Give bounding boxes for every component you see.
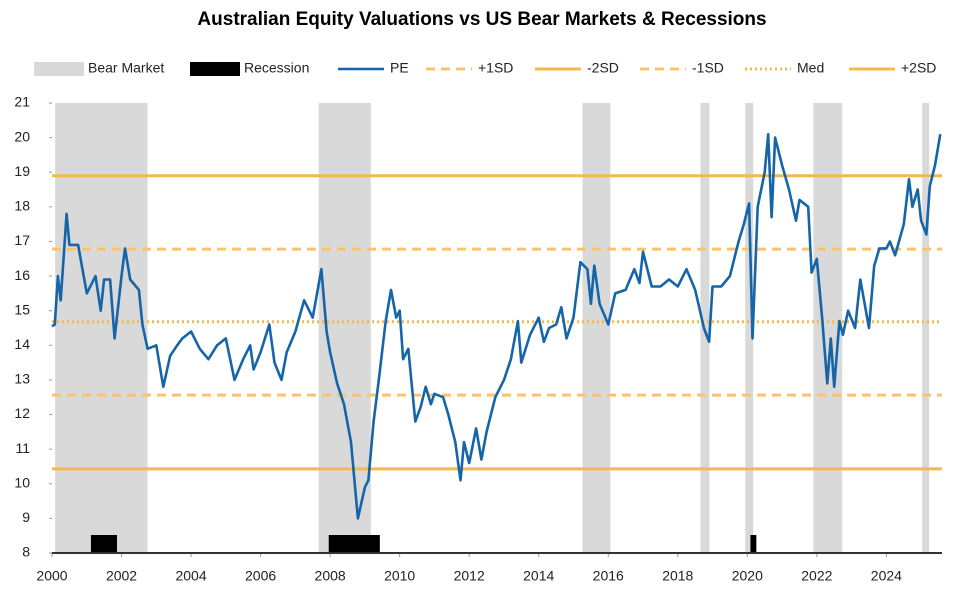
y-tick-label: 13	[14, 371, 30, 387]
legend-item: Bear Market	[34, 60, 164, 76]
legend-item: Recession	[190, 60, 309, 76]
bear-market-band	[745, 103, 754, 553]
legend-item: +2SD	[849, 60, 936, 76]
legend-item: -1SD	[640, 60, 724, 76]
y-tick-label: 12	[14, 405, 30, 421]
pe-line	[51, 132, 942, 520]
legend-swatch	[190, 62, 240, 76]
x-tick-label: 2004	[175, 568, 206, 584]
y-tick-label: 15	[14, 301, 30, 317]
x-tick-label: 2014	[523, 568, 554, 584]
x-tick-label: 2024	[871, 568, 902, 584]
legend-swatch	[34, 62, 84, 76]
legend-label: PE	[390, 60, 409, 76]
recession-band	[750, 535, 757, 553]
legend-label: Recession	[244, 60, 309, 76]
legend-label: +2SD	[901, 60, 936, 76]
legend-label: -2SD	[587, 60, 619, 76]
x-tick-label: 2018	[662, 568, 693, 584]
legend-item: PE	[338, 60, 409, 76]
x-tick-label: 2016	[593, 568, 624, 584]
x-tick-label: 2020	[732, 568, 763, 584]
legend-label: Bear Market	[88, 60, 164, 76]
legend-item: +1SD	[426, 60, 513, 76]
x-tick-label: 2002	[106, 568, 137, 584]
y-tick-label: 16	[14, 267, 30, 283]
recession-band	[328, 535, 380, 553]
y-tick-label: 20	[14, 128, 30, 144]
recession-band	[90, 535, 118, 553]
x-tick-label: 2008	[315, 568, 346, 584]
y-tick-label: 19	[14, 163, 30, 179]
y-tick-label: 10	[14, 474, 30, 490]
y-tick-label: 21	[14, 94, 30, 110]
legend-label: -1SD	[692, 60, 724, 76]
x-tick-label: 2006	[245, 568, 276, 584]
bear-market-band	[922, 103, 930, 553]
y-tick-label: 11	[15, 440, 30, 456]
bear-market-band	[813, 103, 843, 553]
bear-market-band	[582, 103, 611, 553]
chart-title: Australian Equity Valuations vs US Bear …	[197, 9, 766, 30]
x-tick-label: 2022	[801, 568, 832, 584]
x-tick-label: 2010	[384, 568, 415, 584]
x-tick-label: 2000	[36, 568, 67, 584]
y-tick-label: 8	[22, 544, 30, 560]
legend-item: -2SD	[535, 60, 619, 76]
x-tick-label: 2012	[454, 568, 485, 584]
legend-label: +1SD	[478, 60, 513, 76]
y-tick-label: 14	[14, 336, 30, 352]
y-tick-label: 17	[14, 232, 30, 248]
y-tick-label: 18	[14, 198, 30, 214]
legend-label: Med	[797, 60, 824, 76]
legend-item: Med	[745, 60, 824, 76]
y-tick-label: 9	[22, 509, 30, 525]
bear-market-band	[55, 103, 148, 553]
